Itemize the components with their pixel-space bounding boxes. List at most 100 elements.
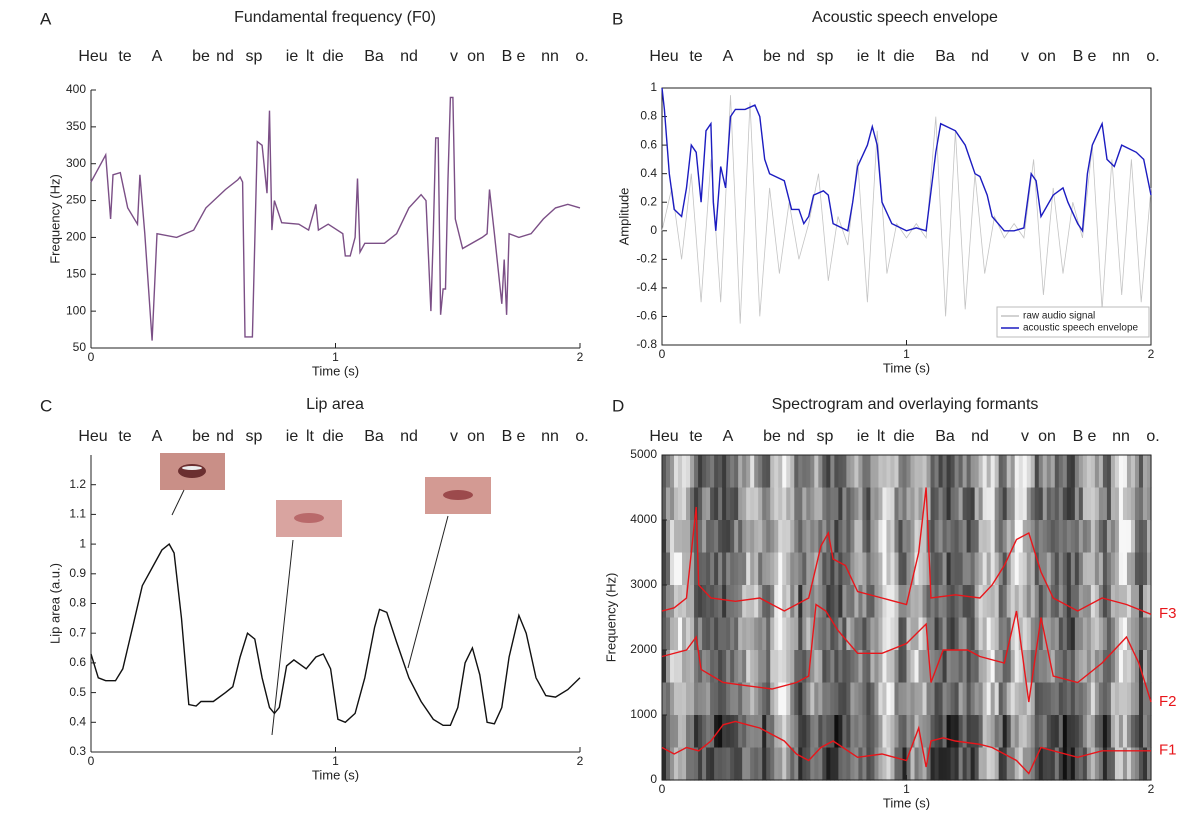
spectrogram-cell [874, 455, 880, 489]
spectrogram-cell [858, 715, 864, 749]
spectrogram-cell [1098, 747, 1104, 781]
spectrogram-cell [1014, 552, 1020, 586]
spectrogram-cell [718, 747, 723, 781]
spectrogram-cell [838, 585, 843, 619]
spectrogram-cell [662, 487, 667, 521]
spectrogram-cell [902, 617, 908, 651]
spectrogram-cell [726, 617, 731, 651]
spectrogram-cell [918, 585, 924, 619]
spectrogram-cell [1146, 715, 1152, 749]
spectrogram-cell [758, 520, 763, 554]
spectrogram-cell [1046, 585, 1052, 619]
spectrogram-cell [950, 585, 956, 619]
syllable: Heu [649, 48, 678, 65]
spectrogram-cell [850, 650, 855, 684]
spectrogram-cell [758, 487, 763, 521]
spectrogram-cell [798, 487, 803, 521]
spectrogram-cell [694, 682, 699, 716]
spectrogram-cell [1078, 747, 1084, 781]
spectrogram-cell [1010, 520, 1016, 554]
spectrogram-cell [1042, 650, 1048, 684]
x-axis-label: Time (s) [883, 795, 930, 810]
spectrogram-cell [1098, 617, 1104, 651]
spectrogram-cell [670, 747, 675, 781]
spectrogram-cell [962, 585, 968, 619]
x-tick-label: 1 [903, 782, 910, 796]
spectrogram-cell [1062, 520, 1068, 554]
spectrogram-cell [854, 650, 860, 684]
y-tick-label: 0.5 [69, 685, 86, 699]
spectrogram-cell [1082, 552, 1088, 586]
spectrogram-cell [954, 585, 960, 619]
spectrogram-cell [782, 650, 787, 684]
spectrogram-cell [878, 585, 884, 619]
spectrogram-cell [998, 617, 1004, 651]
syllable: v [1021, 48, 1029, 65]
spectrogram-cell [1142, 585, 1148, 619]
spectrogram-cell [1134, 747, 1140, 781]
spectrogram-cell [806, 552, 811, 586]
spectrogram-cell [986, 747, 992, 781]
spectrogram-cell [1062, 747, 1068, 781]
spectrogram-cell [714, 650, 719, 684]
spectrogram-cell [938, 520, 944, 554]
spectrogram-cell [930, 682, 936, 716]
spectrogram-cell [666, 682, 671, 716]
y-tick-label: 250 [66, 193, 86, 207]
spectrogram-cell [834, 520, 839, 554]
spectrogram-cell [790, 682, 795, 716]
syllable: ie [857, 48, 870, 65]
spectrogram-cell [1138, 715, 1144, 749]
spectrogram-cell [806, 650, 811, 684]
spectrogram-cell [978, 650, 984, 684]
spectrogram-cell [770, 487, 775, 521]
spectrogram-cell [666, 552, 671, 586]
spectrogram-cell [1126, 455, 1132, 489]
spectrogram-cell [694, 747, 699, 781]
syllable: nn [541, 428, 559, 445]
spectrogram-cell [966, 455, 972, 489]
syllable: lt [306, 48, 315, 65]
spectrogram-cell [1070, 650, 1076, 684]
spectrogram-cell [1038, 552, 1044, 586]
y-tick-label: -0.2 [636, 252, 657, 266]
syllable: be [192, 48, 210, 65]
spectrogram-cell [1142, 617, 1148, 651]
spectrogram-cell [674, 487, 679, 521]
spectrogram-cell [938, 715, 944, 749]
spectrogram-cell [846, 715, 851, 749]
spectrogram-cell [1090, 617, 1096, 651]
syllable: lt [877, 48, 886, 65]
spectrogram-cell [714, 747, 719, 781]
spectrogram-cell [662, 682, 667, 716]
spectrogram-cell [922, 552, 928, 586]
spectrogram-cell [1082, 747, 1088, 781]
spectrogram-cell [994, 585, 1000, 619]
spectrogram-cell [1070, 487, 1076, 521]
spectrogram-cell [1070, 520, 1076, 554]
spectrogram-cell [1058, 487, 1064, 521]
spectrogram-cell [754, 682, 759, 716]
spectrogram-cell [766, 520, 771, 554]
spectrogram-cell [858, 585, 864, 619]
spectrogram-cell [742, 682, 747, 716]
spectrogram-cell [930, 650, 936, 684]
spectrogram-cell [674, 682, 679, 716]
spectrogram-cell [962, 455, 968, 489]
spectrogram-cell [966, 617, 972, 651]
spectrogram-cell [858, 617, 864, 651]
spectrogram-cell [754, 455, 759, 489]
spectrogram-cell [750, 715, 755, 749]
y-tick-label: -0.8 [636, 337, 657, 351]
spectrogram-cell [758, 715, 763, 749]
spectrogram-cell [902, 715, 908, 749]
spectrogram-cell [1110, 552, 1116, 586]
spectrogram-cell [822, 455, 827, 489]
spectrogram-cell [1146, 747, 1152, 781]
spectrogram-cell [1146, 520, 1152, 554]
spectrogram-cell [834, 650, 839, 684]
spectrogram-cell [834, 455, 839, 489]
spectrogram-cell [1006, 552, 1012, 586]
spectrogram-cell [1038, 650, 1044, 684]
spectrogram-cell [986, 617, 992, 651]
